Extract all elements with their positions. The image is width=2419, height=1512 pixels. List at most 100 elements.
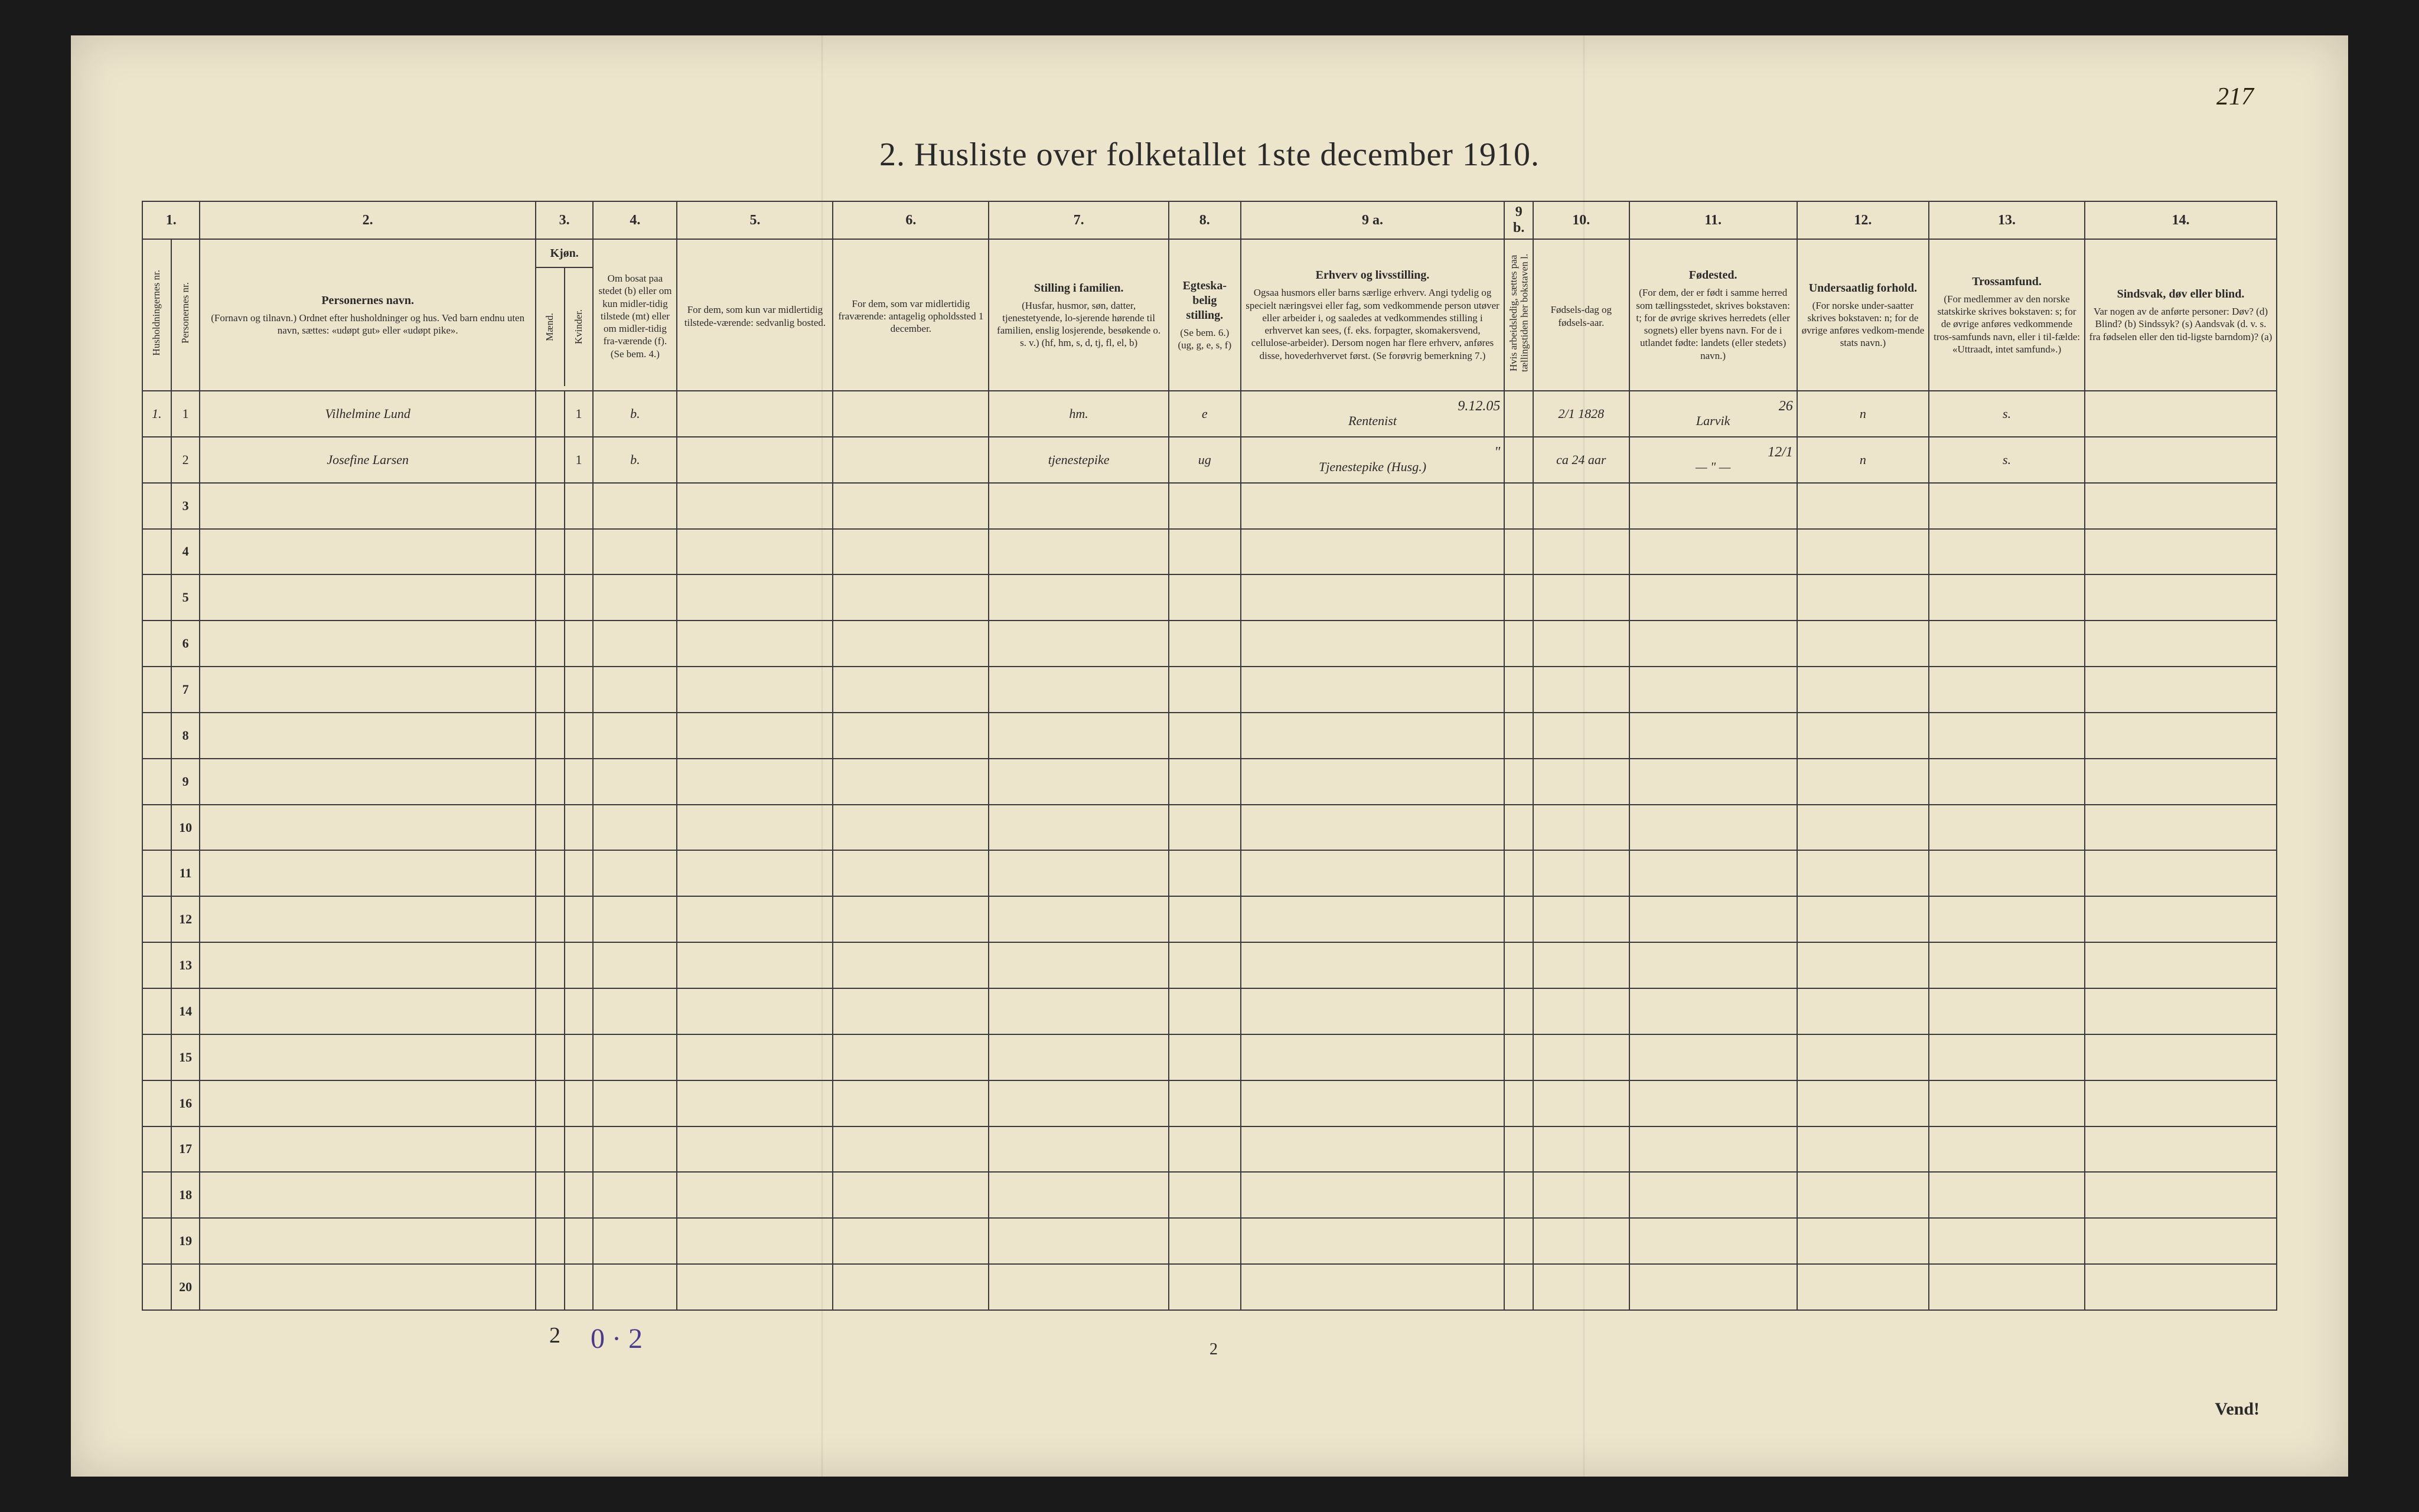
cell-blank — [142, 896, 171, 942]
cell-blank — [1929, 1034, 2085, 1080]
cell-blank — [1629, 1126, 1797, 1173]
cell-blank — [1533, 713, 1629, 759]
hdr-family-position: Stilling i familien.(Husfar, husmor, søn… — [989, 239, 1169, 391]
cell-blank — [1169, 667, 1241, 713]
table-row: 11 — [142, 850, 2277, 896]
cell-blank — [200, 942, 535, 988]
cell-blank — [1504, 1264, 1533, 1310]
cell-blank — [1241, 529, 1505, 575]
cell-blank — [565, 621, 594, 667]
table-row: 17 — [142, 1126, 2277, 1173]
cell-blank — [677, 1080, 833, 1126]
cell-blank — [142, 1080, 171, 1126]
cell-blank — [1629, 713, 1797, 759]
cell-blank — [1504, 805, 1533, 851]
cell-blank — [1533, 1080, 1629, 1126]
cell-blank — [677, 1172, 833, 1218]
cell-blank — [536, 1218, 565, 1264]
cell-blank: 18 — [171, 1172, 200, 1218]
cell-blank — [2085, 850, 2277, 896]
cell-blank — [1929, 574, 2085, 621]
cell-blank — [142, 483, 171, 529]
cell-blank — [833, 621, 989, 667]
cell-blank — [536, 483, 565, 529]
page-number-handwritten: 217 — [2216, 83, 2254, 111]
cell-blank — [2085, 1126, 2277, 1173]
cell-blank — [536, 988, 565, 1034]
cell-blank — [1169, 1034, 1241, 1080]
cell-blank — [677, 896, 833, 942]
cell-blank — [2085, 1172, 2277, 1218]
cell-blank — [1533, 988, 1629, 1034]
cell-m — [536, 391, 565, 437]
column-number: 6. — [833, 201, 989, 239]
cell-blank — [833, 667, 989, 713]
cell-c6 — [833, 391, 989, 437]
cell-blank — [565, 1172, 594, 1218]
cell-blank — [1929, 529, 2085, 575]
cell-blank — [1629, 988, 1797, 1034]
cell-blank — [1504, 759, 1533, 805]
column-number: 1. — [142, 201, 200, 239]
cell-blank — [1629, 759, 1797, 805]
cell-blank — [200, 1172, 535, 1218]
cell-blank — [1241, 896, 1505, 942]
cell-blank — [1629, 1034, 1797, 1080]
column-number: 13. — [1929, 201, 2085, 239]
cell-blank — [593, 942, 677, 988]
cell-blank — [2085, 942, 2277, 988]
cell-blank — [1629, 942, 1797, 988]
cell-blank — [1929, 896, 2085, 942]
census-table: 1.2.3.4.5.6.7.8.9 a.9 b.10.11.12.13.14. … — [142, 201, 2277, 1311]
cell-blank — [1629, 529, 1797, 575]
cell-blank — [1929, 713, 2085, 759]
hdr-religion: Trossamfund.(For medlemmer av den norske… — [1929, 239, 2085, 391]
cell-blank — [1629, 1080, 1797, 1126]
cell-blank — [593, 759, 677, 805]
census-page: 217 2. Husliste over folketallet 1ste de… — [71, 35, 2348, 1477]
cell-blank — [1169, 1218, 1241, 1264]
table-row: 14 — [142, 988, 2277, 1034]
cell-blank: 4 — [171, 529, 200, 575]
cell-c11: 12/1— " — — [1629, 437, 1797, 483]
hdr-unemployed: Hvis arbeidsledig, sættes paa tællingsti… — [1504, 239, 1533, 391]
cell-c10: 2/1 1828 — [1533, 391, 1629, 437]
cell-blank — [1533, 805, 1629, 851]
cell-blank — [1533, 759, 1629, 805]
cell-blank — [142, 1218, 171, 1264]
table-row: 9 — [142, 759, 2277, 805]
cell-bos: b. — [593, 437, 677, 483]
cell-blank — [1504, 529, 1533, 575]
cell-blank — [833, 1034, 989, 1080]
cell-blank — [1504, 621, 1533, 667]
cell-blank — [2085, 621, 2277, 667]
cell-blank — [1504, 483, 1533, 529]
cell-blank — [1929, 805, 2085, 851]
cell-blank — [677, 667, 833, 713]
table-row: 5 — [142, 574, 2277, 621]
cell-blank — [1629, 483, 1797, 529]
cell-blank — [2085, 1218, 2277, 1264]
cell-hh: 1. — [142, 391, 171, 437]
cell-blank — [677, 1218, 833, 1264]
cell-blank — [142, 529, 171, 575]
column-number: 2. — [200, 201, 535, 239]
cell-blank — [1241, 1264, 1505, 1310]
cell-blank: 16 — [171, 1080, 200, 1126]
cell-blank — [1169, 574, 1241, 621]
column-number: 3. — [536, 201, 593, 239]
column-number: 8. — [1169, 201, 1241, 239]
cell-blank — [593, 805, 677, 851]
cell-blank — [1241, 667, 1505, 713]
cell-blank — [833, 483, 989, 529]
cell-blank — [565, 1080, 594, 1126]
cell-blank — [565, 805, 594, 851]
cell-blank — [1929, 759, 2085, 805]
cell-blank — [1797, 713, 1929, 759]
table-row: 6 — [142, 621, 2277, 667]
cell-blank — [142, 1126, 171, 1173]
cell-blank — [2085, 1264, 2277, 1310]
cell-blank — [1241, 805, 1505, 851]
cell-blank — [536, 1126, 565, 1173]
cell-blank — [1797, 667, 1929, 713]
